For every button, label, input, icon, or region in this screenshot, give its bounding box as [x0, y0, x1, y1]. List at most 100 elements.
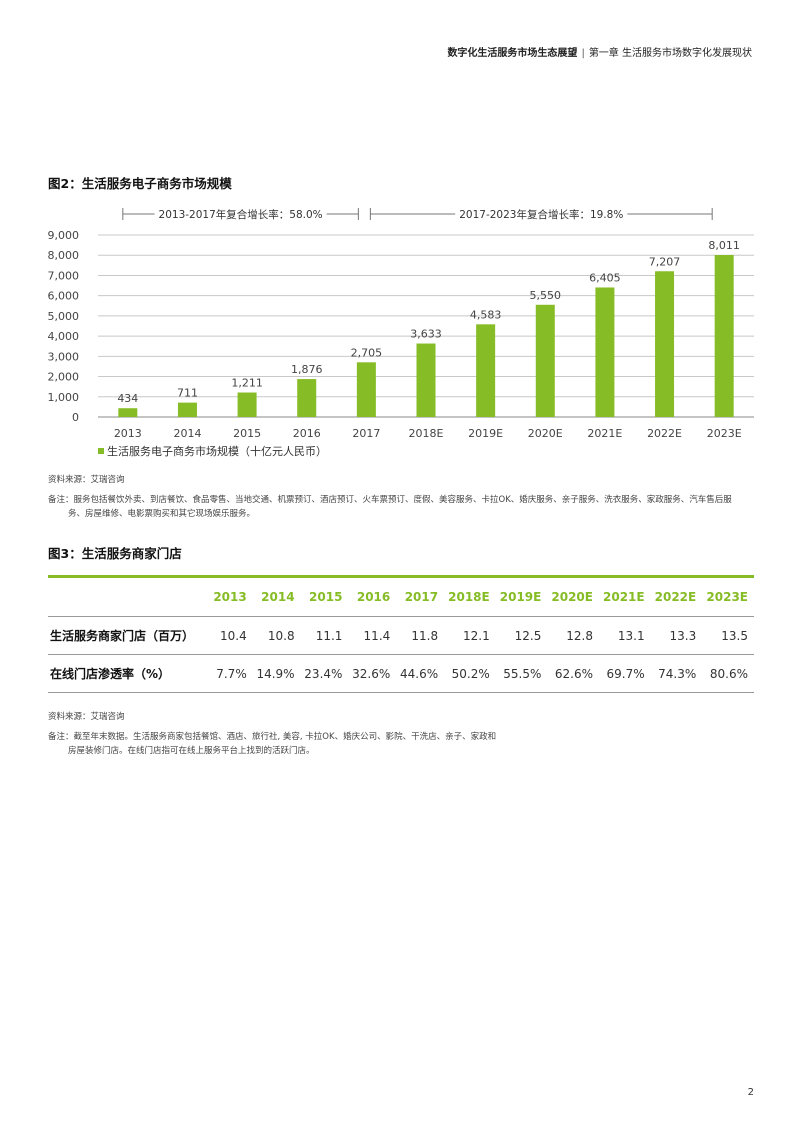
figure-3-title: 图3：生活服务商家门店 [48, 546, 182, 561]
table-cell: 10.4 [220, 628, 247, 643]
year-header: 2023E [706, 590, 748, 604]
x-tick-label: 2021E [587, 427, 622, 440]
table-header-row: 2013 2014 2015 2016 2017 2018E 2019E 202… [48, 578, 754, 617]
table-cell: 55.5% [503, 666, 542, 681]
table-cell: 50.2% [451, 666, 490, 681]
y-tick-label: 1,000 [48, 391, 80, 404]
y-tick-label: 6,000 [48, 290, 80, 303]
table-row: 在线门店渗透率（%） 7.7% 14.9% 23.4% 32.6% 44.6% … [48, 654, 754, 693]
table-cell: 12.1 [463, 628, 490, 643]
cagr-2013-2017-label: 2013-2017年复合增长率：58.0% [159, 208, 323, 221]
figure-3-source: 资料来源：艾瑞咨询 [48, 712, 125, 722]
data-label: 2,705 [351, 346, 383, 359]
x-tick-label: 2015 [233, 427, 261, 440]
x-tick-label: 2019E [468, 427, 503, 440]
header-separator: | [581, 48, 585, 59]
x-tick-label: 2018E [409, 427, 444, 440]
y-tick-label: 3,000 [48, 350, 80, 363]
table-cell: 11.8 [411, 628, 439, 643]
chapter-title: 第一章 生活服务市场数字化发展现状 [588, 48, 752, 59]
bar [714, 254, 734, 417]
merchant-stores-table: 2013 2014 2015 2016 2017 2018E 2019E 202… [48, 578, 754, 693]
y-tick-label: 4,000 [48, 330, 80, 343]
cagr-2017-2023-label: 2017-2023年复合增长率：19.8% [459, 208, 623, 221]
data-label: 1,211 [231, 377, 263, 390]
y-tick-label: 9,000 [48, 229, 80, 242]
bar [476, 324, 496, 417]
table-cell: 7.7% [216, 666, 247, 681]
bar [655, 271, 675, 417]
bar [118, 408, 138, 417]
table-cell: 13.3 [669, 628, 697, 643]
year-header: 2016 [356, 590, 391, 604]
data-label: 7,207 [649, 255, 681, 268]
data-label: 8,011 [708, 239, 740, 252]
figure-2-note-line-2: 务、房屋维修、电影票购买和其它现场娱乐服务。 [68, 509, 256, 519]
table-row: 生活服务商家门店（百万） 10.4 10.8 11.1 11.4 11.8 12… [48, 616, 754, 655]
table-corner-cell [48, 578, 210, 617]
table-cell: 80.6% [709, 666, 748, 681]
table-cell: 69.7% [606, 666, 645, 681]
data-label: 434 [117, 392, 138, 405]
y-tick-label: 8,000 [48, 249, 80, 262]
table-cell: 23.4% [304, 666, 343, 681]
table-cell: 14.9% [256, 666, 295, 681]
table-cell: 62.6% [554, 666, 593, 681]
year-header: 2022E [654, 590, 697, 604]
y-tick-label: 5,000 [48, 310, 80, 323]
data-label: 711 [177, 387, 198, 400]
row-label: 在线门店渗透率（%） [50, 667, 171, 681]
bar [595, 287, 615, 417]
x-tick-label: 2023E [707, 427, 742, 440]
bar [177, 402, 197, 417]
market-size-bar-chart: 0 1,000 2,000 3,000 4,000 5,000 6,000 7,000 8,00… [48, 208, 754, 458]
table-cell: 12.8 [566, 628, 593, 643]
table-cell: 12.5 [514, 628, 542, 643]
data-label: 3,633 [410, 328, 442, 341]
year-header: 2019E [499, 590, 542, 604]
x-tick-label: 2014 [173, 427, 201, 440]
year-header: 2013 [213, 590, 247, 604]
report-title: 数字化生活服务市场生态展望 [447, 48, 578, 59]
bar [416, 343, 436, 417]
figure-3-note-line-2: 房屋装修门店。在线门店指可在线上服务平台上找到的活跃门店。 [68, 746, 315, 756]
table-cell: 11.1 [315, 628, 343, 643]
year-header: 2014 [261, 590, 295, 604]
x-tick-label: 2016 [293, 427, 321, 440]
table-cell: 32.6% [352, 666, 391, 681]
data-label: 4,583 [470, 308, 502, 321]
bar [356, 362, 376, 417]
x-tick-label: 2020E [528, 427, 563, 440]
table-cell: 11.4 [363, 628, 391, 643]
figure-2-source: 资料来源：艾瑞咨询 [48, 475, 125, 485]
data-label: 1,876 [291, 363, 323, 376]
table-cell: 10.8 [267, 628, 295, 643]
year-header: 2017 [404, 590, 439, 604]
table-cell: 13.1 [617, 628, 645, 643]
year-header: 2020E [551, 590, 593, 604]
legend-swatch [98, 448, 104, 454]
x-tick-label: 2022E [647, 427, 682, 440]
bar [297, 379, 317, 417]
table-cell: 44.6% [399, 666, 439, 681]
data-label: 5,550 [530, 289, 562, 302]
page-header: 数字化生活服务市场生态展望 | 第一章 生活服务市场数字化发展现状 [447, 44, 752, 59]
figure-2-note-line-1: 备注：服务包括餐饮外卖、到店餐饮、食品零售、当地交通、机票预订、酒店预订、火车票… [48, 495, 732, 505]
x-tick-label: 2017 [352, 427, 380, 440]
table-top-rule [48, 575, 754, 578]
bar [237, 392, 257, 417]
y-tick-label: 2,000 [48, 371, 80, 384]
x-tick-label: 2013 [114, 427, 142, 440]
year-header: 2018E [448, 590, 490, 604]
data-label: 6,405 [589, 271, 621, 284]
row-label: 生活服务商家门店（百万） [50, 629, 195, 643]
table-cell: 13.5 [721, 628, 748, 643]
y-tick-label: 7,000 [48, 269, 80, 282]
page-number: 2 [747, 1087, 754, 1098]
legend-label: 生活服务电子商务市场规模（十亿元人民币） [107, 444, 327, 458]
table-cell: 74.3% [658, 666, 697, 681]
figure-3-note-line-1: 备注：截至年末数据。生活服务商家包括餐馆、酒店、旅行社, 美容, 卡拉OK、婚庆… [48, 732, 497, 742]
bar [535, 304, 555, 417]
year-header: 2021E [603, 590, 645, 604]
y-tick-label: 0 [72, 411, 79, 424]
